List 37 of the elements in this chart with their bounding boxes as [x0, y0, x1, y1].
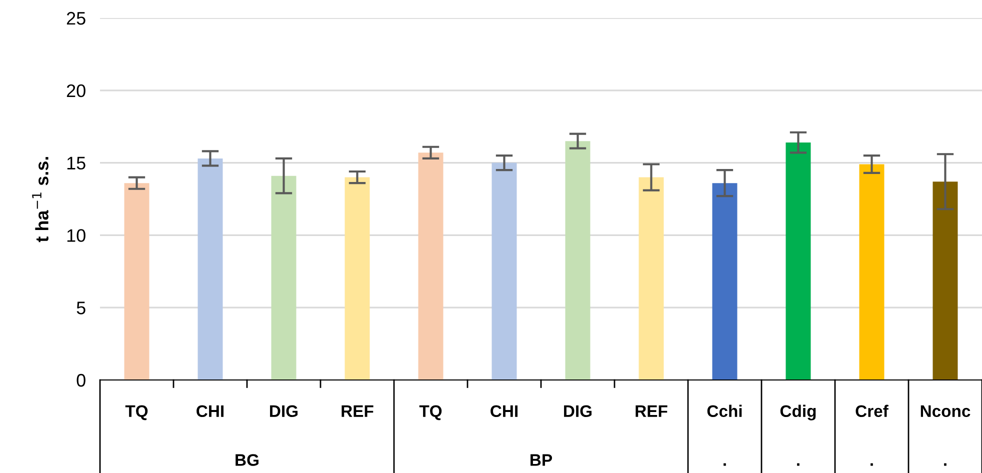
- bar: [712, 183, 738, 380]
- x-tick-label: TQ: [125, 405, 148, 420]
- bar: [492, 162, 517, 380]
- y-tick-label: 5: [76, 302, 86, 314]
- text: .: [870, 463, 873, 466]
- y-tick-label: 15: [67, 156, 86, 170]
- y-tick-label: 0: [76, 374, 86, 387]
- text: BG: [236, 454, 258, 466]
- bar: [786, 142, 811, 380]
- text: .: [944, 463, 946, 466]
- x-tick-label: DIG: [270, 405, 298, 418]
- text: .: [797, 463, 800, 466]
- text: BP: [530, 454, 552, 466]
- bar: [418, 152, 444, 380]
- y-tick-label: 25: [66, 12, 86, 25]
- x-tick-label: Nconc: [920, 405, 970, 418]
- bar: [271, 176, 296, 380]
- x-tick-label: CHI: [196, 405, 224, 418]
- bar: [859, 164, 884, 380]
- x-tick-label: REF: [342, 405, 374, 417]
- x-tick-label: Cdig: [780, 404, 816, 420]
- x-tick-label: Cchi: [707, 404, 742, 418]
- bar: [932, 182, 958, 380]
- x-tick-label: REF: [636, 405, 668, 417]
- y-tick-label: 10: [67, 229, 86, 242]
- x-tick-label: TQ: [419, 405, 442, 420]
- text: .: [724, 463, 726, 466]
- y-tick-label: 20: [66, 84, 86, 98]
- bar: [198, 158, 223, 380]
- x-tick-label: DIG: [564, 405, 592, 418]
- bar: [565, 141, 590, 380]
- bar: [638, 177, 664, 380]
- x-tick-label: CHI: [490, 405, 518, 418]
- x-tick-label: Cref: [856, 404, 888, 418]
- bar: [344, 177, 370, 380]
- y-axis-title: t ha$^{−1}$ s.s.: [32, 157, 48, 242]
- bar: [124, 183, 150, 380]
